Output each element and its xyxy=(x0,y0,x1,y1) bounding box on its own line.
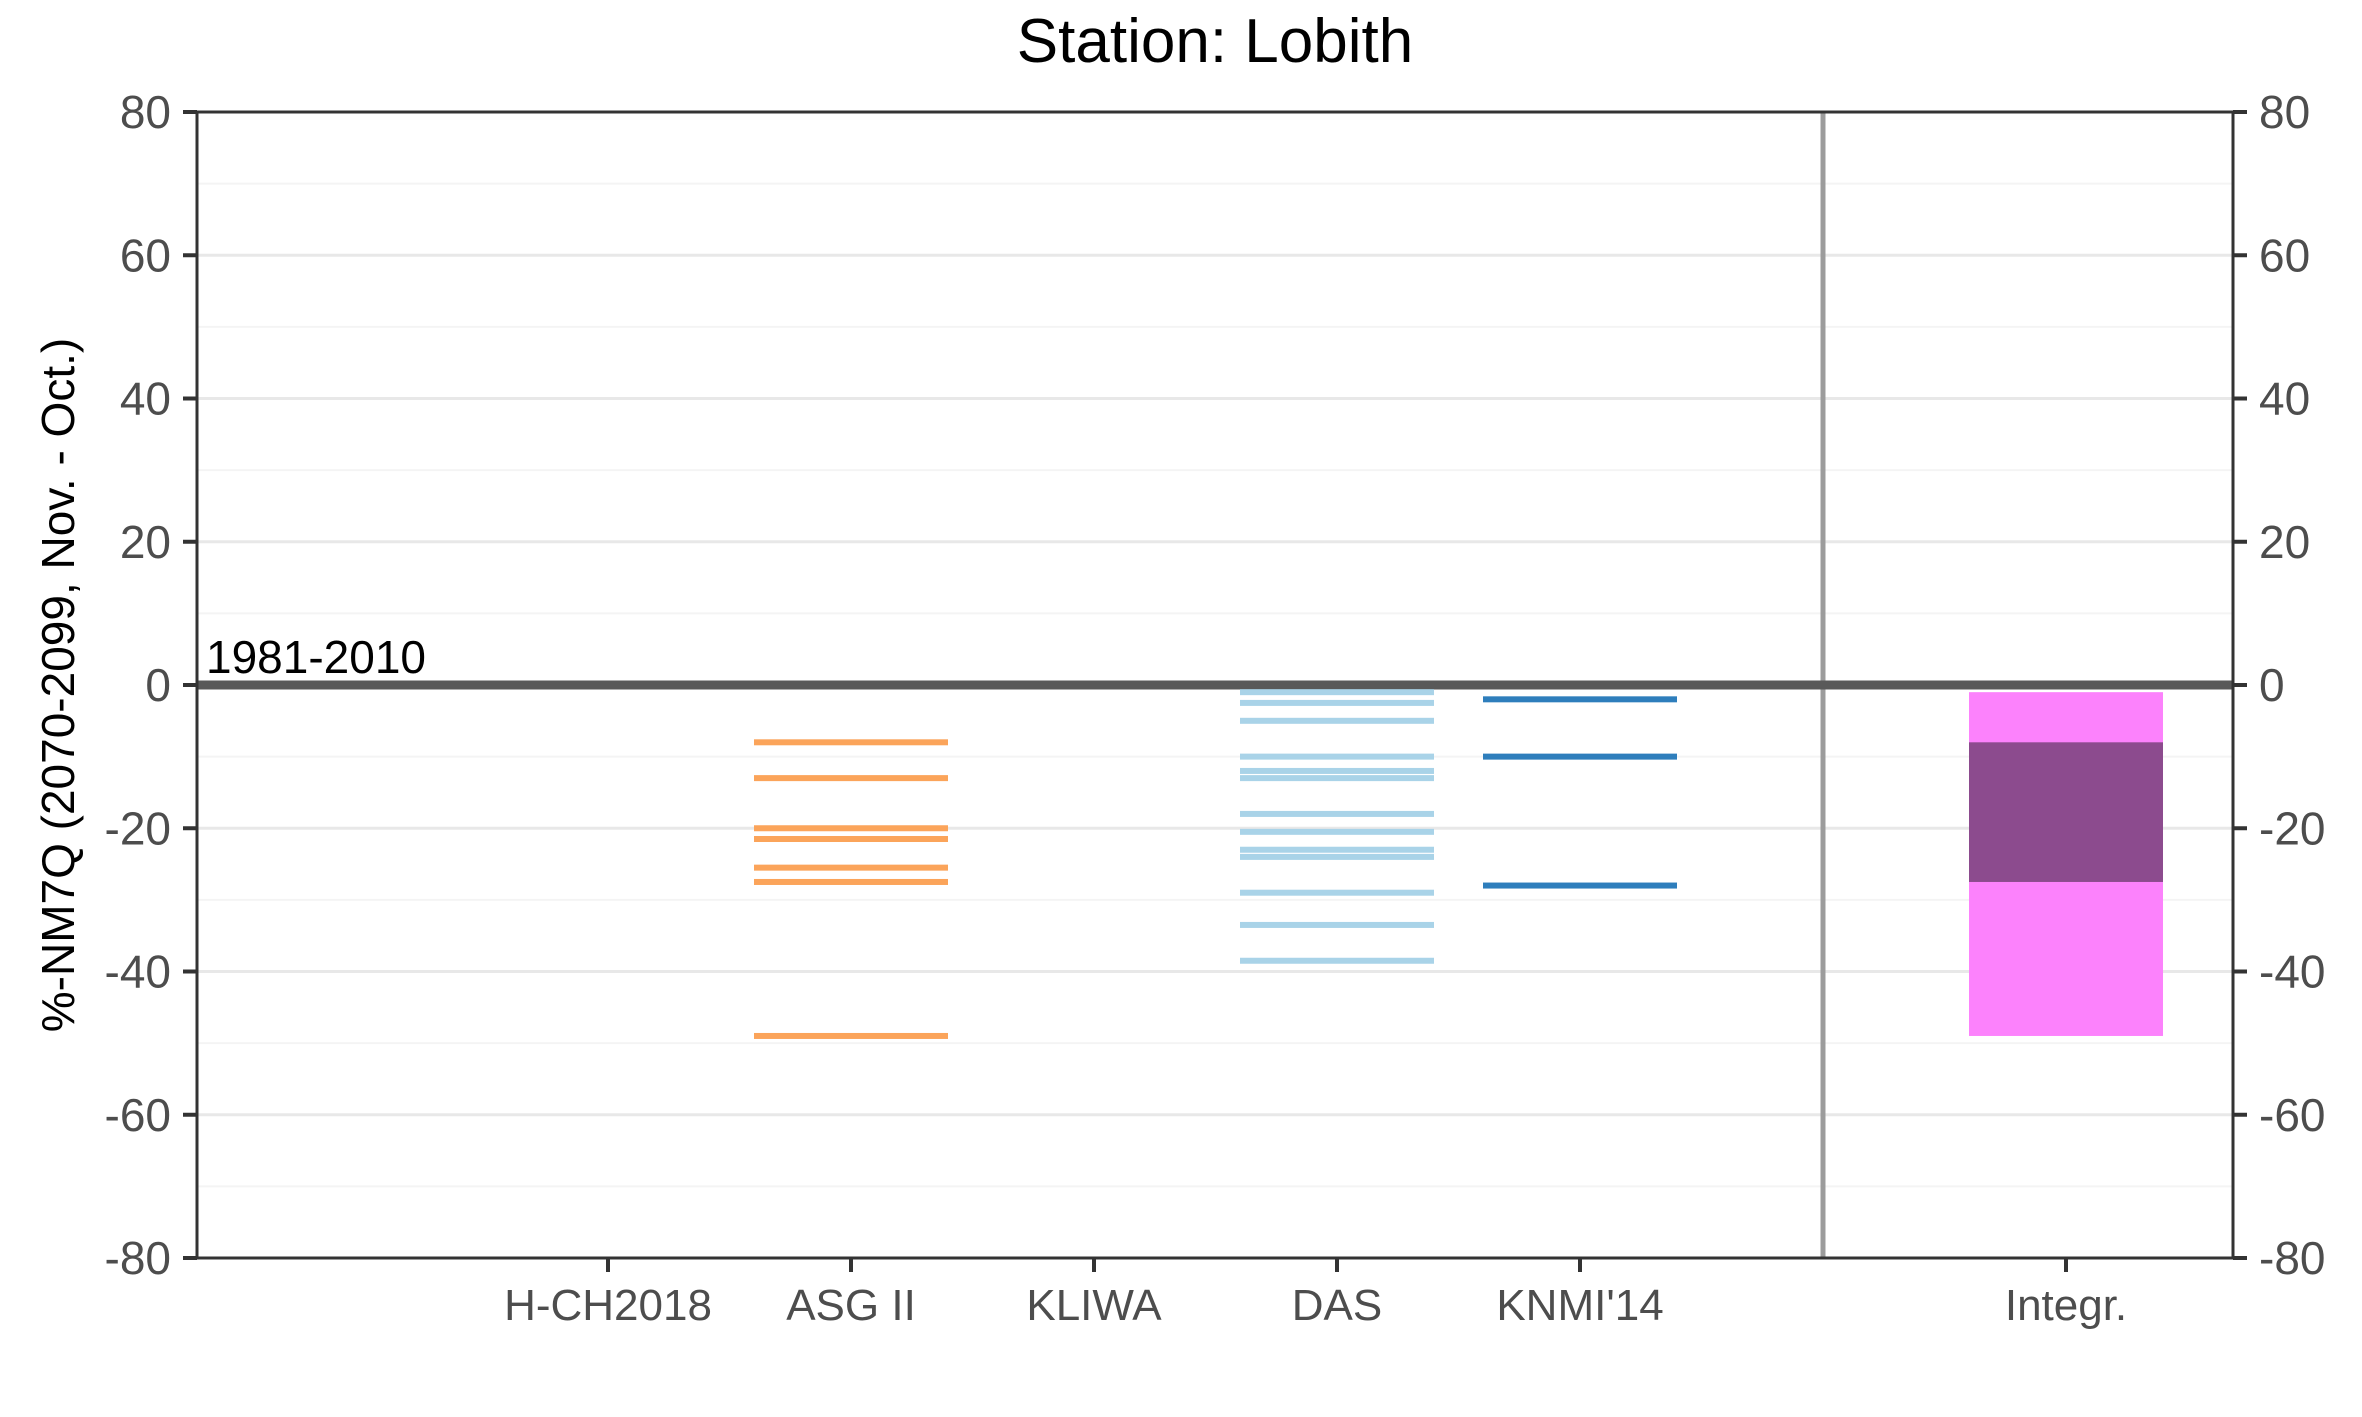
ensemble-line-asg-ii xyxy=(754,775,948,782)
y-axis-title: %-NM7Q (2070-2099, Nov. - Oct.) xyxy=(32,337,84,1033)
y-tick-label-left: 0 xyxy=(145,659,171,711)
y-tick-label-right: 20 xyxy=(2259,516,2310,568)
y-tick-label-right: -80 xyxy=(2259,1232,2325,1284)
x-category-label: DAS xyxy=(1292,1281,1382,1330)
ensemble-line-das xyxy=(1240,853,1434,860)
ensemble-line-das xyxy=(1240,957,1434,964)
ensemble-line-das xyxy=(1240,889,1434,896)
ensemble-line-asg-ii xyxy=(754,835,948,842)
ensemble-line-knmi-14 xyxy=(1483,753,1677,760)
ensemble-line-das xyxy=(1240,767,1434,774)
ensemble-line-asg-ii xyxy=(754,878,948,885)
x-category-label: ASG II xyxy=(786,1281,916,1330)
ensemble-line-das xyxy=(1240,753,1434,760)
y-tick-label-left: -60 xyxy=(105,1089,171,1141)
ensemble-line-asg-ii xyxy=(754,825,948,832)
y-tick-label-left: 20 xyxy=(120,516,171,568)
ensemble-line-das xyxy=(1240,810,1434,817)
ensemble-line-das xyxy=(1240,846,1434,853)
x-category-label: KLIWA xyxy=(1026,1281,1162,1330)
reference-period-label: 1981-2010 xyxy=(206,631,426,683)
ensemble-line-knmi-14 xyxy=(1483,882,1677,889)
y-tick-label-left: 40 xyxy=(120,373,171,425)
y-tick-label-left: 80 xyxy=(120,86,171,138)
ensemble-line-das xyxy=(1240,828,1434,835)
y-tick-label-right: -20 xyxy=(2259,802,2325,854)
y-tick-label-left: -40 xyxy=(105,946,171,998)
y-tick-label-right: -60 xyxy=(2259,1089,2325,1141)
x-category-label: Integr. xyxy=(2005,1281,2127,1330)
chart-title: Station: Lobith xyxy=(1016,7,1414,76)
y-tick-label-right: 60 xyxy=(2259,229,2310,281)
y-tick-label-right: 40 xyxy=(2259,373,2310,425)
x-category-label: KNMI'14 xyxy=(1496,1281,1663,1330)
y-tick-label-left: 60 xyxy=(120,229,171,281)
ensemble-line-asg-ii xyxy=(754,739,948,746)
ensemble-line-das xyxy=(1240,775,1434,782)
ensemble-line-knmi-14 xyxy=(1483,696,1677,703)
x-category-label: H-CH2018 xyxy=(504,1281,712,1330)
y-tick-label-left: -80 xyxy=(105,1232,171,1284)
ensemble-line-das xyxy=(1240,689,1434,696)
y-tick-label-left: -20 xyxy=(105,802,171,854)
integr-inner-overlap-box xyxy=(1969,742,2163,882)
ensemble-line-das xyxy=(1240,699,1434,706)
y-tick-label-right: 80 xyxy=(2259,86,2310,138)
ensemble-line-das xyxy=(1240,717,1434,724)
y-tick-label-right: -40 xyxy=(2259,946,2325,998)
ensemble-line-asg-ii xyxy=(754,864,948,871)
y-tick-label-right: 0 xyxy=(2259,659,2285,711)
ensemble-line-das xyxy=(1240,921,1434,928)
ensemble-line-asg-ii xyxy=(754,1032,948,1039)
